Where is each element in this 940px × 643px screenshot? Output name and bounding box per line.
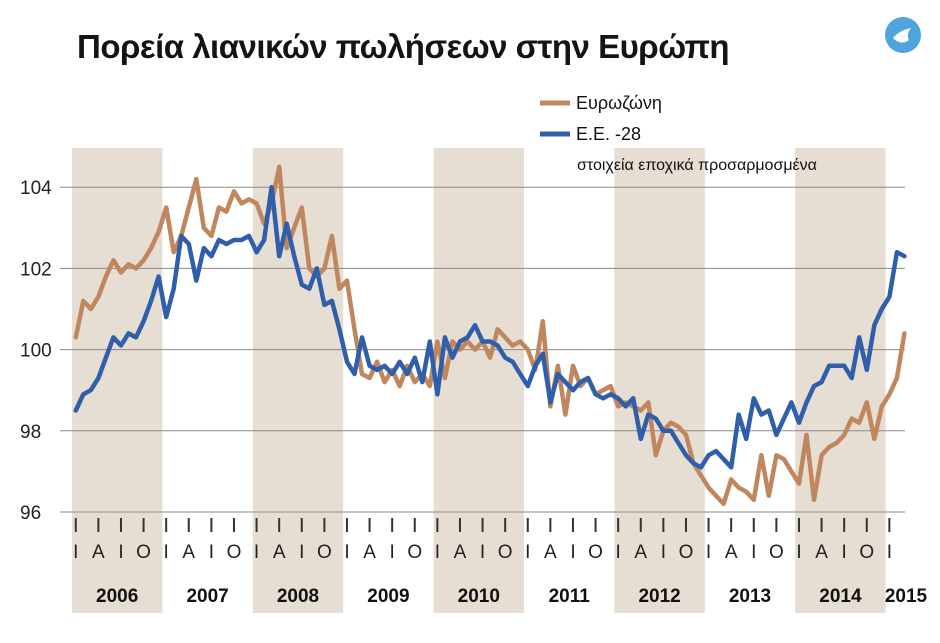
- legend: Ευρωζώνη Ε.Ε. -28 στοιχεία εποχικά προσα…: [540, 93, 817, 174]
- y-tick-label: 98: [20, 422, 41, 443]
- year-shading-bands: [72, 148, 886, 613]
- chart-title: Πορεία λιανικών πωλήσεων στην Ευρώπη: [77, 28, 729, 65]
- legend-label-eu28: Ε.Ε. -28: [576, 124, 641, 144]
- year-label-2015: 2015: [885, 586, 928, 607]
- logo: [885, 17, 921, 53]
- quarter-label: Α: [363, 542, 376, 563]
- year-label-2013: 2013: [729, 586, 771, 607]
- quarter-label: Ι: [73, 542, 78, 563]
- quarter-label: Ι: [842, 542, 847, 563]
- quarter-label: Ι: [118, 542, 123, 563]
- quarter-label: Ι: [344, 542, 349, 563]
- quarter-label: Ο: [136, 542, 151, 563]
- year-label-2009: 2009: [367, 586, 409, 607]
- legend-label-eurozone: Ευρωζώνη: [576, 93, 662, 113]
- quarter-label: Ι: [390, 542, 395, 563]
- y-tick-label: 104: [20, 178, 52, 199]
- quarter-label: Ι: [796, 542, 801, 563]
- quarter-label: Α: [182, 542, 195, 563]
- y-axis-ticks: 96 98 100 102 104: [20, 178, 52, 524]
- quarter-label: Ι: [299, 542, 304, 563]
- quarter-label: Ι: [616, 542, 621, 563]
- quarter-label: Ι: [525, 542, 530, 563]
- quarter-label: Ι: [570, 542, 575, 563]
- year-label-2014: 2014: [819, 586, 862, 607]
- quarter-label: Ο: [769, 542, 784, 563]
- quarter-label: Α: [454, 542, 467, 563]
- quarter-label: Ι: [661, 542, 666, 563]
- y-tick-label: 96: [20, 503, 41, 524]
- year-label-2012: 2012: [638, 586, 680, 607]
- quarter-label: Α: [815, 542, 828, 563]
- year-band-2006: [72, 148, 163, 613]
- quarter-label: Ι: [706, 542, 711, 563]
- series-line-eu28: [73, 184, 907, 470]
- quarter-label: Ι: [164, 542, 169, 563]
- y-tick-label: 100: [20, 341, 52, 362]
- quarter-label: Ο: [407, 542, 422, 563]
- y-tick-label: 102: [20, 259, 52, 280]
- quarter-label: Α: [544, 542, 557, 563]
- quarter-label: Ο: [227, 542, 242, 563]
- quarter-label: Α: [273, 542, 286, 563]
- year-band-2014: [795, 148, 886, 613]
- quarter-label: Ι: [435, 542, 440, 563]
- year-label-2008: 2008: [277, 586, 319, 607]
- quarter-label: Ι: [887, 542, 892, 563]
- quarter-label: Ι: [254, 542, 259, 563]
- quarter-label: Ο: [317, 542, 332, 563]
- dove-wing-icon: [893, 28, 911, 43]
- year-band-2010: [433, 148, 524, 613]
- quarter-label: Ι: [480, 542, 485, 563]
- quarter-label: Ο: [498, 542, 513, 563]
- quarter-label: Ο: [859, 542, 874, 563]
- quarter-label: Α: [92, 542, 105, 563]
- quarter-label: Ο: [679, 542, 694, 563]
- quarter-label: Ι: [209, 542, 214, 563]
- quarter-label: Ι: [751, 542, 756, 563]
- year-band-2012: [614, 148, 705, 613]
- series-lines: [73, 164, 907, 507]
- year-label-2006: 2006: [96, 586, 138, 607]
- legend-note: στοιχεία εποχικά προσαρμοσμένα: [577, 157, 817, 174]
- year-label-2007: 2007: [186, 586, 228, 607]
- year-label-2011: 2011: [549, 586, 591, 607]
- year-label-2010: 2010: [458, 586, 500, 607]
- quarter-label: Ο: [588, 542, 603, 563]
- series-line-eurozone: [73, 164, 907, 507]
- quarter-label: Α: [634, 542, 647, 563]
- x-axis: Ι Α Ι Ο Ι Α Ι Ο Ι Α Ι Ο Ι Α Ι Ο Ι Α Ι Ο Ι Α Ι Ο Ι Α Ι Ο Ι Α Ι Ο Ι Α Ι Ο Ι200…: [73, 518, 928, 607]
- quarter-label: Α: [725, 542, 738, 563]
